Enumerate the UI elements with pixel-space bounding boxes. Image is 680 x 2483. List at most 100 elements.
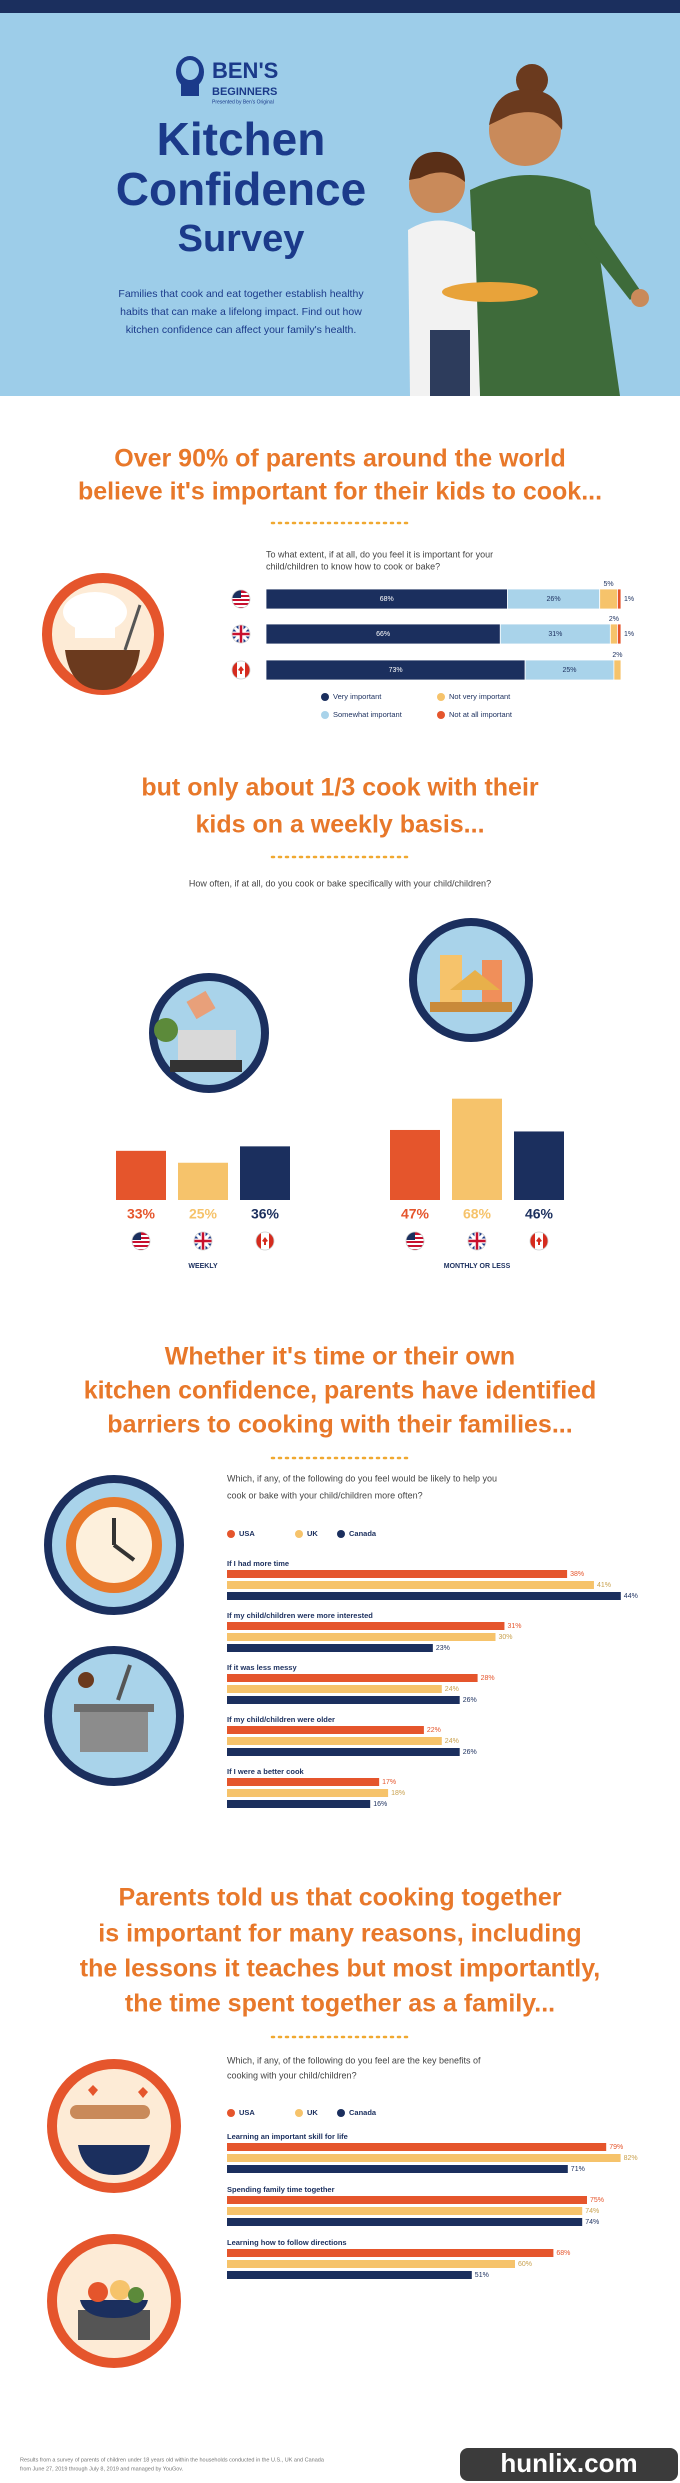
flag-body xyxy=(232,661,250,679)
flag-outline xyxy=(231,624,251,644)
flag-part xyxy=(232,601,250,603)
value-label: 25% xyxy=(563,667,577,674)
headline: Whether it's time or their own xyxy=(165,1343,515,1371)
value-label: 2% xyxy=(612,652,622,659)
flag-icon xyxy=(131,1231,151,1251)
legend-swatch xyxy=(337,2109,345,2117)
legend-swatch xyxy=(437,711,445,719)
legend-label: USA xyxy=(239,2108,255,2117)
pot-icon xyxy=(44,1646,184,1786)
bar xyxy=(116,1150,166,1200)
value-label: 22% xyxy=(427,1727,441,1734)
bar xyxy=(227,1644,433,1652)
value-label: 33% xyxy=(127,1206,156,1222)
x-axis-label: WEEKLY xyxy=(188,1263,218,1270)
value-label: 46% xyxy=(525,1206,554,1222)
value-label: 79% xyxy=(609,2144,623,2151)
flag-part xyxy=(406,1243,424,1245)
family-illustration xyxy=(408,64,649,396)
flag-part xyxy=(232,605,250,607)
bar xyxy=(227,2271,472,2279)
bar xyxy=(227,1778,380,1786)
legend-swatch xyxy=(227,1530,235,1538)
value-label: 68% xyxy=(380,596,394,603)
bar xyxy=(227,2154,621,2162)
bar xyxy=(514,1131,564,1200)
intro: Families that cook and eat together esta… xyxy=(118,288,364,300)
bar-segment xyxy=(617,623,622,645)
legend-swatch xyxy=(437,693,445,701)
flag-outline xyxy=(193,1231,213,1251)
flag-part xyxy=(530,1232,535,1250)
question: Which, if any, of the following do you f… xyxy=(227,2055,481,2065)
value-label: 18% xyxy=(391,1790,405,1797)
legend-label: UK xyxy=(307,1529,318,1538)
intro: habits that can make a lifelong impact. … xyxy=(120,306,362,318)
bar xyxy=(227,1581,594,1589)
legend-label: UK xyxy=(307,2108,318,2117)
bar xyxy=(227,2260,515,2268)
flag-part xyxy=(256,1232,261,1250)
flag-icon xyxy=(467,1231,487,1251)
headline: the lessons it teaches but most importan… xyxy=(80,1955,600,1983)
bar xyxy=(227,1726,424,1734)
value-label: 68% xyxy=(556,2250,570,2257)
value-label: 74% xyxy=(585,2208,599,2215)
top-bar xyxy=(0,0,680,13)
headline: the time spent together as a family... xyxy=(125,1990,555,2018)
flag-body xyxy=(194,1232,212,1250)
flag-part xyxy=(536,1237,542,1245)
value-label: 24% xyxy=(445,1686,459,1693)
legend-label: Canada xyxy=(349,2108,377,2117)
flag-outline xyxy=(131,1231,151,1251)
value-label: 68% xyxy=(463,1206,492,1222)
value-label: 47% xyxy=(401,1206,430,1222)
flag-part xyxy=(132,1243,150,1245)
bar xyxy=(227,1685,442,1693)
flag-body xyxy=(406,1232,424,1250)
source-note: Results from a survey of parents of chil… xyxy=(20,2457,325,2463)
weekly-icon xyxy=(149,973,269,1093)
flag-part xyxy=(132,1247,150,1249)
headline: kids on a weekly basis... xyxy=(195,811,484,839)
bar-segment xyxy=(617,588,622,610)
bar xyxy=(227,2207,583,2215)
chef-icon xyxy=(42,573,164,695)
question: How often, if at all, do you cook or bak… xyxy=(189,878,491,888)
value-label: 26% xyxy=(463,1749,477,1756)
flag-body xyxy=(256,1232,274,1250)
clock-icon xyxy=(44,1475,184,1615)
value-label: 74% xyxy=(585,2219,599,2226)
bar-segment xyxy=(613,659,622,681)
legend-swatch xyxy=(321,693,329,701)
value-label: 36% xyxy=(251,1206,280,1222)
headline: barriers to cooking with their families.… xyxy=(107,1411,572,1439)
bar xyxy=(227,2218,583,2226)
source-note: from June 27, 2019 through July 8, 2019 … xyxy=(20,2466,184,2472)
value-label: 24% xyxy=(445,1738,459,1745)
question: cooking with your child/children? xyxy=(227,2070,357,2080)
category-label: Learning an important skill for life xyxy=(227,2132,348,2141)
value-label: 25% xyxy=(189,1206,218,1222)
legend-swatch xyxy=(295,2109,303,2117)
value-label: 73% xyxy=(389,667,403,674)
flag-outline xyxy=(405,1231,425,1251)
flag-body xyxy=(530,1232,548,1250)
question: Which, if any, of the following do you f… xyxy=(227,1473,497,1483)
flag-part xyxy=(245,661,250,679)
value-label: 41% xyxy=(597,1582,611,1589)
flag-icon xyxy=(231,660,251,680)
category-label: If my child/children were older xyxy=(227,1715,335,1724)
flag-outline xyxy=(231,589,251,609)
value-label: 60% xyxy=(518,2261,532,2268)
question: cook or bake with your child/children mo… xyxy=(227,1490,423,1500)
legend-swatch xyxy=(337,1530,345,1538)
value-label: 1% xyxy=(624,631,634,638)
flag-part xyxy=(406,1232,415,1240)
bar-segment xyxy=(599,588,618,610)
headline: kitchen confidence, parents have identif… xyxy=(84,1377,597,1405)
bar xyxy=(227,2196,587,2204)
question: child/children to know how to cook or ba… xyxy=(266,561,440,571)
logo-top: BEN'S xyxy=(212,58,278,83)
